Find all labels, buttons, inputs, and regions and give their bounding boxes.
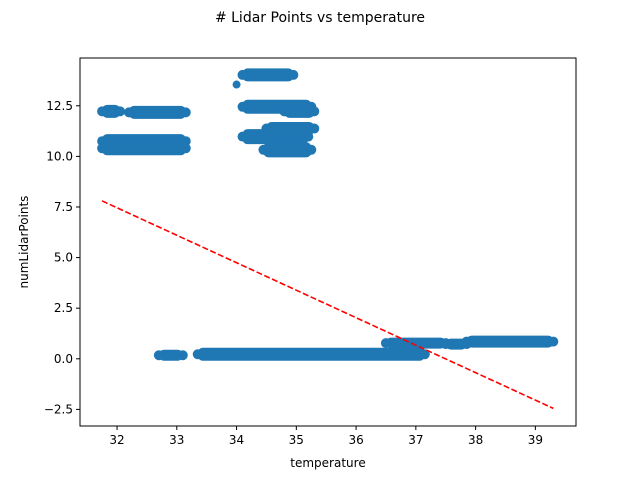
data-point-cluster (158, 349, 183, 361)
y-tick-label: 2.5 (54, 301, 73, 315)
x-tick-label: 36 (348, 433, 363, 447)
scatter-points (97, 68, 559, 361)
data-point-cluster (284, 104, 315, 118)
x-tick-label: 38 (468, 433, 483, 447)
y-tick-label: 5.0 (54, 251, 73, 265)
y-tick-label: 12.5 (46, 99, 73, 113)
data-point (306, 144, 317, 155)
data-point (180, 107, 191, 118)
x-axis-label: temperature (290, 456, 365, 470)
data-point (192, 349, 203, 360)
data-point-cluster (266, 122, 315, 136)
x-tick-label: 37 (408, 433, 423, 447)
data-point (309, 123, 320, 134)
data-point-cluster (242, 68, 294, 82)
plot-frame (79, 57, 577, 427)
regression-line (101, 200, 554, 410)
data-point (258, 144, 269, 155)
x-axis-ticks: 32 33 34 35 36 37 38 39 (109, 426, 543, 447)
data-point (237, 101, 248, 112)
data-point (115, 106, 126, 117)
data-point-cluster (102, 141, 186, 156)
y-axis-label: numLidarPoints (17, 196, 31, 289)
x-tick-label: 33 (169, 433, 184, 447)
data-point (548, 336, 559, 347)
data-point-cluster (385, 337, 446, 349)
data-point (288, 69, 299, 80)
regression-lines (101, 200, 554, 410)
data-point (124, 107, 135, 118)
data-point-cluster (197, 347, 425, 361)
data-point (380, 338, 391, 349)
data-point (419, 349, 430, 360)
data-point-cluster (263, 142, 312, 158)
data-point (461, 336, 472, 347)
y-tick-label: −2.5 (44, 402, 73, 416)
y-tick-label: 10.0 (46, 149, 73, 163)
data-point (237, 69, 248, 80)
y-tick-label: 7.5 (54, 200, 73, 214)
x-tick-label: 34 (229, 433, 244, 447)
data-point (279, 106, 290, 117)
data-point (97, 143, 108, 154)
data-point (180, 143, 191, 154)
chart-title: # Lidar Points vs temperature (215, 10, 425, 26)
plot-area (80, 58, 576, 426)
data-point (232, 80, 241, 89)
data-point (153, 350, 164, 361)
y-axis-ticks: −2.5 0.0 2.5 5.0 7.5 10.0 12.5 (44, 99, 80, 416)
data-point-cluster (466, 335, 554, 348)
x-tick-label: 32 (109, 433, 124, 447)
data-point (97, 106, 108, 117)
data-point (440, 339, 451, 350)
data-point-cluster (102, 104, 121, 118)
x-tick-label: 35 (289, 433, 304, 447)
data-point-cluster (445, 338, 467, 350)
data-point (261, 123, 272, 134)
data-point (309, 106, 320, 117)
y-tick-label: 0.0 (54, 352, 73, 366)
data-point (237, 131, 248, 142)
data-point-cluster (129, 105, 186, 119)
data-point (177, 350, 188, 361)
x-tick-label: 39 (528, 433, 543, 447)
